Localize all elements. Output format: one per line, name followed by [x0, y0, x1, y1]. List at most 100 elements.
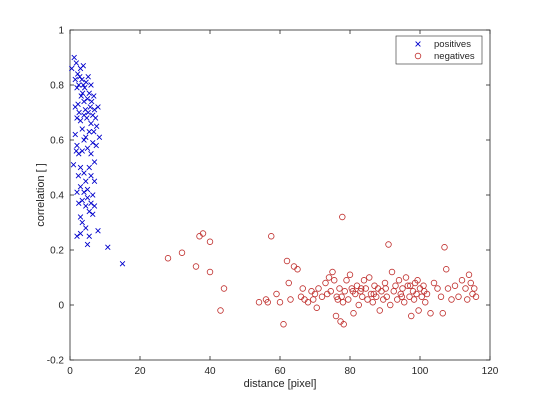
negatives-point: [345, 296, 352, 303]
y-tick-label: 0.6: [50, 136, 64, 147]
positives-point: [74, 189, 80, 195]
negatives-point: [360, 277, 368, 284]
negatives-point: [390, 288, 397, 295]
negatives-point: [402, 274, 410, 281]
positives-point: [88, 200, 94, 206]
positives-point: [91, 129, 97, 135]
negatives-point: [311, 290, 319, 298]
positives-point: [90, 211, 96, 217]
positives-point: [71, 54, 77, 61]
negatives-point: [357, 288, 364, 295]
negatives-point: [217, 307, 224, 314]
negatives-point: [294, 266, 301, 273]
y-tick-label: -0.2: [47, 356, 65, 367]
negatives-point: [355, 301, 362, 309]
y-tick-label: 0.2: [50, 246, 64, 257]
negatives-point: [448, 296, 455, 303]
negatives-point: [318, 293, 326, 300]
x-tick-label: 60: [274, 366, 286, 377]
negatives-point: [206, 238, 214, 245]
negatives-point: [408, 312, 415, 320]
positives-point: [76, 109, 82, 116]
y-tick-label: 0.8: [50, 81, 64, 92]
data-points: [69, 54, 480, 328]
positives-point: [86, 90, 92, 96]
positives-point: [88, 120, 94, 127]
negatives-point: [439, 310, 446, 317]
positives-point: [84, 241, 91, 248]
negatives-point: [376, 307, 383, 314]
positives-point: [88, 151, 94, 157]
negatives-point: [362, 285, 369, 292]
legend-marker-positives: [415, 41, 421, 47]
positives-point: [105, 244, 111, 250]
x-tick-label: 20: [134, 366, 146, 377]
negatives-point: [359, 293, 366, 300]
negatives-point: [441, 244, 448, 251]
negatives-point: [430, 279, 438, 287]
x-tick-labels: 0 20 40 60 80 100 120: [67, 366, 499, 377]
positives-point: [72, 104, 78, 110]
positives-point: [72, 76, 78, 83]
positives-point: [81, 170, 87, 176]
positives-point: [74, 115, 80, 121]
positives-point: [77, 184, 84, 190]
positives-point: [91, 93, 97, 99]
positives-point: [74, 85, 80, 91]
negatives-point: [343, 277, 350, 284]
negatives-point: [443, 266, 450, 273]
negatives-point: [268, 233, 275, 240]
positives-point: [86, 129, 92, 135]
y-tick-labels: -0.2 0 0.2 0.4 0.6 0.8 1: [47, 26, 65, 367]
positives-point: [81, 189, 87, 195]
negatives-point: [164, 255, 172, 262]
positives-point: [73, 60, 80, 66]
y-axis-label: correlation [ ]: [35, 163, 47, 227]
negatives-point: [465, 271, 473, 278]
positives-point: [77, 118, 84, 124]
positives-point: [83, 134, 89, 140]
legend-entry-positives: positives: [434, 39, 471, 50]
positives-point: [81, 85, 88, 91]
negatives-point: [418, 293, 425, 300]
positives-point: [80, 63, 87, 69]
negatives-point: [358, 285, 365, 292]
positives-point: [70, 162, 77, 168]
negatives-point: [407, 282, 414, 289]
positives-point: [77, 214, 84, 220]
positives-point: [93, 123, 100, 129]
negatives-point: [392, 282, 399, 289]
positives-point: [81, 137, 87, 143]
negatives-point: [283, 257, 291, 265]
negatives-point: [367, 290, 375, 298]
y-tick-label: 1: [58, 26, 64, 37]
negatives-point: [421, 288, 428, 295]
negatives-point: [315, 285, 322, 292]
positives-point: [76, 200, 82, 206]
negatives-point: [339, 213, 346, 221]
positives-point: [75, 173, 82, 179]
legend: positives negatives: [395, 35, 483, 65]
y-tick-label: 0: [58, 301, 64, 312]
x-tick-label: 0: [67, 366, 73, 377]
negatives-point: [444, 285, 452, 292]
negatives-point: [285, 279, 292, 287]
positives-point: [87, 104, 94, 110]
negatives-point: [383, 293, 390, 300]
negatives-point: [349, 288, 356, 295]
negatives-point: [410, 296, 418, 303]
negatives-point: [332, 312, 340, 320]
negatives-point: [333, 293, 340, 300]
positives-point: [83, 178, 89, 184]
negatives-point: [273, 290, 280, 298]
negatives-point: [287, 296, 294, 303]
negatives-point: [385, 241, 392, 248]
negatives-point: [387, 301, 394, 309]
negatives-point: [264, 299, 271, 306]
x-tick-label: 40: [204, 366, 216, 377]
negatives-point: [304, 299, 312, 306]
negatives-point: [206, 268, 214, 276]
negatives-point: [220, 285, 228, 292]
positives-point: [92, 115, 99, 121]
